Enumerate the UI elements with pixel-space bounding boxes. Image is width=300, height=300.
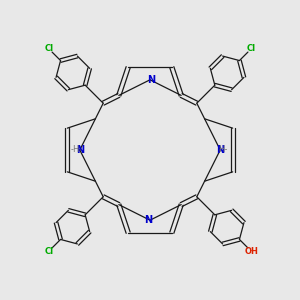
Text: OH: OH [244,247,258,256]
Text: -H: -H [71,146,80,154]
Text: Cl: Cl [44,247,53,256]
Text: N: N [144,215,153,225]
Text: N: N [216,145,224,155]
Text: Cl: Cl [247,44,256,53]
Text: N: N [147,75,156,85]
Text: H-: H- [218,146,228,154]
Text: Cl: Cl [44,44,53,53]
Text: N: N [76,145,84,155]
